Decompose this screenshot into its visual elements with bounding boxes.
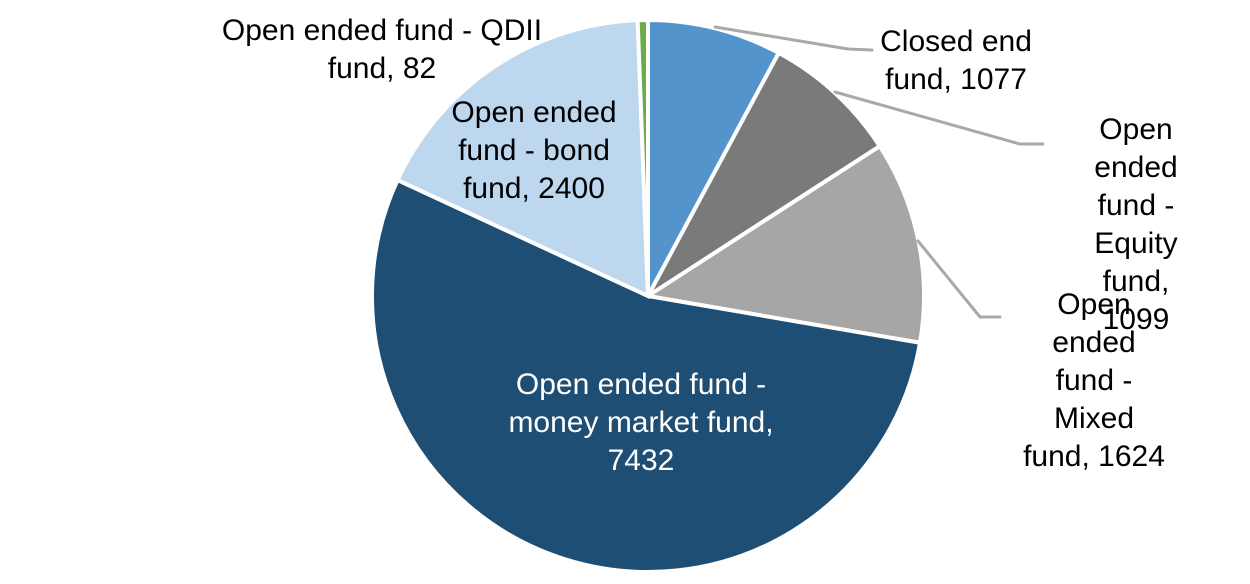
pie-slice-open-ended-fund-bond-fund xyxy=(394,18,651,300)
leader-line-mixed-fund xyxy=(916,239,1002,319)
pie-slice-open-ended-fund-money-market-fund xyxy=(370,177,923,575)
pie-label-closed-end-fund: Closed end fund, 1077 xyxy=(880,25,1032,96)
pie-label-bond-fund: Open ended fund - bond fund, 2400 xyxy=(451,96,617,205)
pie-label-equity-fund: Open ended fund - Equity fund, 1099 xyxy=(1094,113,1178,336)
pie-label-qdii-fund: Open ended fund - QDII fund, 82 xyxy=(221,14,543,85)
pie-label-mixed-fund: Open ended fund - Mixed fund, 1624 xyxy=(1023,288,1165,473)
leader-line-equity-fund xyxy=(833,90,1045,146)
pie-label-money-market-fund: Open ended fund - money market fund, 743… xyxy=(508,368,774,477)
pie-slices-group xyxy=(370,17,926,575)
leader-line-closed-end-fund xyxy=(713,25,874,52)
leader-lines-group xyxy=(713,25,1045,319)
pie-slice-open-ended-fund-qdii-fund xyxy=(635,17,650,297)
